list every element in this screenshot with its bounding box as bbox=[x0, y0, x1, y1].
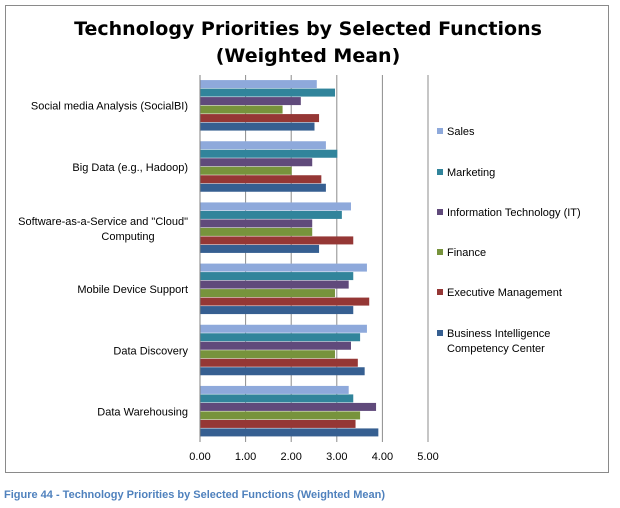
bar bbox=[200, 158, 313, 167]
legend-label: Information Technology (IT) bbox=[447, 207, 581, 219]
bar-chart: 0.00 1.00 2.00 3.00 4.00 5.00 Social media Ana… bbox=[18, 75, 581, 463]
bar bbox=[200, 149, 338, 158]
bar bbox=[200, 210, 342, 219]
bar bbox=[200, 280, 349, 289]
bar bbox=[200, 306, 354, 315]
bar bbox=[200, 244, 320, 253]
category-label: Data Discovery bbox=[113, 345, 188, 357]
bar bbox=[200, 289, 336, 298]
bar bbox=[200, 80, 317, 89]
category-label: Data Warehousing bbox=[97, 406, 188, 418]
bar bbox=[200, 419, 356, 428]
bar bbox=[200, 385, 349, 394]
bar bbox=[200, 358, 358, 367]
x-tick-label: 2.00 bbox=[280, 451, 301, 463]
legend-swatch bbox=[437, 209, 443, 215]
bar bbox=[200, 402, 377, 411]
bar bbox=[200, 88, 336, 97]
x-tick-label: 4.00 bbox=[372, 451, 393, 463]
bar bbox=[200, 263, 367, 272]
bar bbox=[200, 350, 336, 359]
legend-swatch bbox=[437, 289, 443, 295]
category-label: Mobile Device Support bbox=[77, 284, 188, 296]
legend-label: Marketing bbox=[447, 167, 495, 179]
legend-swatch bbox=[437, 330, 443, 336]
category-label: Social media Analysis (SocialBI) bbox=[31, 101, 188, 113]
category-label: Software-as-a-Service and "Cloud" Computi… bbox=[18, 216, 188, 243]
bar bbox=[200, 219, 313, 228]
bar bbox=[200, 166, 292, 175]
legend: Sales Marketing Information Technology (IT… bbox=[437, 126, 581, 355]
bar bbox=[200, 122, 315, 131]
bar bbox=[200, 333, 361, 342]
bar bbox=[200, 324, 367, 333]
category-label: Big Data (e.g., Hadoop) bbox=[72, 162, 188, 174]
bar bbox=[200, 183, 326, 192]
bar bbox=[200, 297, 370, 306]
bar bbox=[200, 141, 326, 150]
bar bbox=[200, 411, 361, 420]
axis-layer: 0.00 1.00 2.00 3.00 4.00 5.00 Social media Ana… bbox=[18, 75, 439, 463]
legend-swatch bbox=[437, 249, 443, 255]
legend-swatch bbox=[437, 169, 443, 175]
x-tick-label: 1.00 bbox=[235, 451, 256, 463]
x-tick-label: 3.00 bbox=[326, 451, 347, 463]
bar bbox=[200, 97, 301, 106]
bar bbox=[200, 428, 379, 437]
bar bbox=[200, 105, 283, 114]
bar bbox=[200, 175, 322, 184]
bar bbox=[200, 272, 354, 281]
bar bbox=[200, 227, 313, 236]
chart-title: Technology Priorities by Selected Functi… bbox=[74, 18, 542, 67]
bar bbox=[200, 394, 354, 403]
legend-label: Sales bbox=[447, 126, 475, 138]
legend-label: Executive Management bbox=[447, 287, 562, 299]
bar bbox=[200, 367, 365, 376]
x-tick-label: 5.00 bbox=[417, 451, 438, 463]
bar bbox=[200, 236, 354, 245]
figure-caption: Figure 44 - Technology Priorities by Sel… bbox=[4, 489, 385, 501]
bar bbox=[200, 202, 351, 211]
bar bbox=[200, 341, 351, 350]
bar bbox=[200, 114, 320, 123]
legend-swatch bbox=[437, 128, 443, 134]
bars-layer bbox=[200, 80, 379, 437]
legend-label: Business Intelligence Competency Center bbox=[447, 328, 550, 355]
x-tick-label: 0.00 bbox=[189, 451, 210, 463]
legend-label: Finance bbox=[447, 247, 486, 259]
